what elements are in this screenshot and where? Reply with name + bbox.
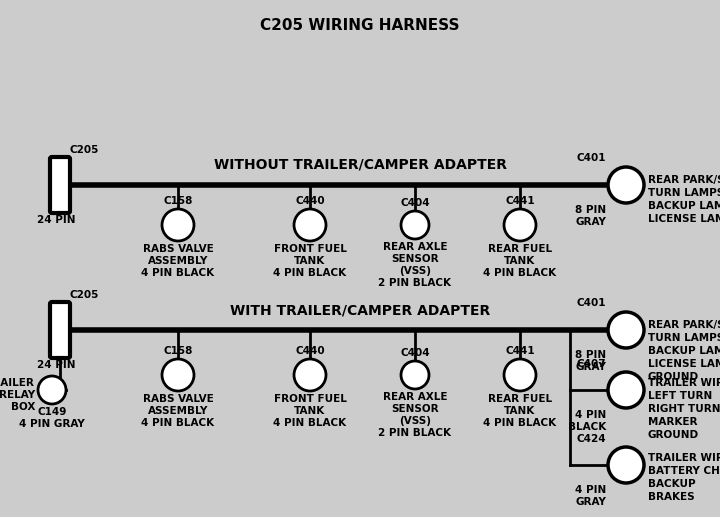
Text: GRAY: GRAY bbox=[575, 362, 606, 372]
FancyBboxPatch shape bbox=[50, 157, 70, 213]
Text: 2 PIN BLACK: 2 PIN BLACK bbox=[379, 278, 451, 288]
Text: 8 PIN: 8 PIN bbox=[575, 205, 606, 215]
Text: C205 WIRING HARNESS: C205 WIRING HARNESS bbox=[260, 18, 460, 33]
Circle shape bbox=[504, 359, 536, 391]
Text: C404: C404 bbox=[400, 348, 430, 358]
Text: REAR AXLE: REAR AXLE bbox=[383, 242, 447, 252]
Text: LICENSE LAMPS: LICENSE LAMPS bbox=[648, 214, 720, 224]
Text: 4 PIN BLACK: 4 PIN BLACK bbox=[483, 268, 557, 278]
Text: FRONT FUEL: FRONT FUEL bbox=[274, 394, 346, 404]
Text: C205: C205 bbox=[70, 145, 99, 155]
Circle shape bbox=[608, 447, 644, 483]
Text: RELAY: RELAY bbox=[0, 390, 35, 400]
Circle shape bbox=[504, 209, 536, 241]
Circle shape bbox=[38, 376, 66, 404]
Text: 8 PIN: 8 PIN bbox=[575, 350, 606, 360]
Text: C441: C441 bbox=[505, 346, 535, 356]
Text: 4 PIN: 4 PIN bbox=[575, 410, 606, 420]
Text: ASSEMBLY: ASSEMBLY bbox=[148, 256, 208, 266]
Circle shape bbox=[608, 312, 644, 348]
Text: C407: C407 bbox=[577, 359, 606, 369]
Text: 2 PIN BLACK: 2 PIN BLACK bbox=[379, 428, 451, 438]
Text: TURN LAMPS: TURN LAMPS bbox=[648, 333, 720, 343]
Text: TRAILER: TRAILER bbox=[0, 378, 35, 388]
Text: BACKUP: BACKUP bbox=[648, 479, 696, 489]
Text: GROUND: GROUND bbox=[648, 372, 699, 382]
Text: LICENSE LAMPS: LICENSE LAMPS bbox=[648, 359, 720, 369]
Text: C149: C149 bbox=[37, 407, 67, 417]
Text: WITHOUT TRAILER/CAMPER ADAPTER: WITHOUT TRAILER/CAMPER ADAPTER bbox=[214, 158, 506, 172]
Text: 4 PIN BLACK: 4 PIN BLACK bbox=[141, 268, 215, 278]
Circle shape bbox=[162, 209, 194, 241]
Text: REAR FUEL: REAR FUEL bbox=[488, 244, 552, 254]
Text: 4 PIN BLACK: 4 PIN BLACK bbox=[483, 418, 557, 428]
Text: BATTERY CHARGE: BATTERY CHARGE bbox=[648, 466, 720, 476]
Text: C158: C158 bbox=[163, 346, 193, 356]
Text: 4 PIN BLACK: 4 PIN BLACK bbox=[274, 268, 346, 278]
Circle shape bbox=[162, 359, 194, 391]
Text: RABS VALVE: RABS VALVE bbox=[143, 244, 213, 254]
Text: GROUND: GROUND bbox=[648, 430, 699, 440]
Text: C404: C404 bbox=[400, 198, 430, 208]
Text: TANK: TANK bbox=[505, 406, 536, 416]
Text: C424: C424 bbox=[577, 434, 606, 444]
Text: C440: C440 bbox=[295, 346, 325, 356]
Text: TANK: TANK bbox=[294, 256, 325, 266]
Circle shape bbox=[401, 211, 429, 239]
Text: C158: C158 bbox=[163, 196, 193, 206]
Circle shape bbox=[294, 359, 326, 391]
Text: BACKUP LAMPS: BACKUP LAMPS bbox=[648, 346, 720, 356]
Text: C205: C205 bbox=[70, 290, 99, 300]
Text: FRONT FUEL: FRONT FUEL bbox=[274, 244, 346, 254]
Text: C401: C401 bbox=[577, 153, 606, 163]
Text: BLACK: BLACK bbox=[568, 422, 606, 432]
Text: (VSS): (VSS) bbox=[399, 416, 431, 426]
Circle shape bbox=[294, 209, 326, 241]
Text: 24 PIN: 24 PIN bbox=[37, 215, 76, 225]
Text: WITH TRAILER/CAMPER ADAPTER: WITH TRAILER/CAMPER ADAPTER bbox=[230, 303, 490, 317]
Text: LEFT TURN: LEFT TURN bbox=[648, 391, 712, 401]
Text: 24 PIN: 24 PIN bbox=[37, 360, 76, 370]
Text: REAR PARK/STOP: REAR PARK/STOP bbox=[648, 175, 720, 185]
Text: 4 PIN GRAY: 4 PIN GRAY bbox=[19, 419, 85, 429]
Text: REAR PARK/STOP: REAR PARK/STOP bbox=[648, 320, 720, 330]
Text: RABS VALVE: RABS VALVE bbox=[143, 394, 213, 404]
Text: MARKER: MARKER bbox=[648, 417, 698, 427]
Text: 4 PIN: 4 PIN bbox=[575, 485, 606, 495]
Text: REAR AXLE: REAR AXLE bbox=[383, 392, 447, 402]
Text: C441: C441 bbox=[505, 196, 535, 206]
Text: TRAILER WIRES: TRAILER WIRES bbox=[648, 453, 720, 463]
Text: RIGHT TURN: RIGHT TURN bbox=[648, 404, 720, 414]
Text: GRAY: GRAY bbox=[575, 217, 606, 227]
Text: REAR FUEL: REAR FUEL bbox=[488, 394, 552, 404]
Circle shape bbox=[401, 361, 429, 389]
Text: C440: C440 bbox=[295, 196, 325, 206]
Circle shape bbox=[608, 372, 644, 408]
Text: SENSOR: SENSOR bbox=[391, 254, 438, 264]
Text: TURN LAMPS: TURN LAMPS bbox=[648, 188, 720, 198]
Text: BOX: BOX bbox=[11, 402, 35, 412]
Text: GRAY: GRAY bbox=[575, 497, 606, 507]
Text: TRAILER WIRES: TRAILER WIRES bbox=[648, 378, 720, 388]
Text: SENSOR: SENSOR bbox=[391, 404, 438, 414]
Text: ASSEMBLY: ASSEMBLY bbox=[148, 406, 208, 416]
Text: TANK: TANK bbox=[505, 256, 536, 266]
Text: 4 PIN BLACK: 4 PIN BLACK bbox=[141, 418, 215, 428]
Text: BACKUP LAMPS: BACKUP LAMPS bbox=[648, 201, 720, 211]
Circle shape bbox=[608, 167, 644, 203]
Text: BRAKES: BRAKES bbox=[648, 492, 695, 502]
Text: TANK: TANK bbox=[294, 406, 325, 416]
Text: (VSS): (VSS) bbox=[399, 266, 431, 276]
FancyBboxPatch shape bbox=[50, 302, 70, 358]
Text: 4 PIN BLACK: 4 PIN BLACK bbox=[274, 418, 346, 428]
Text: C401: C401 bbox=[577, 298, 606, 308]
